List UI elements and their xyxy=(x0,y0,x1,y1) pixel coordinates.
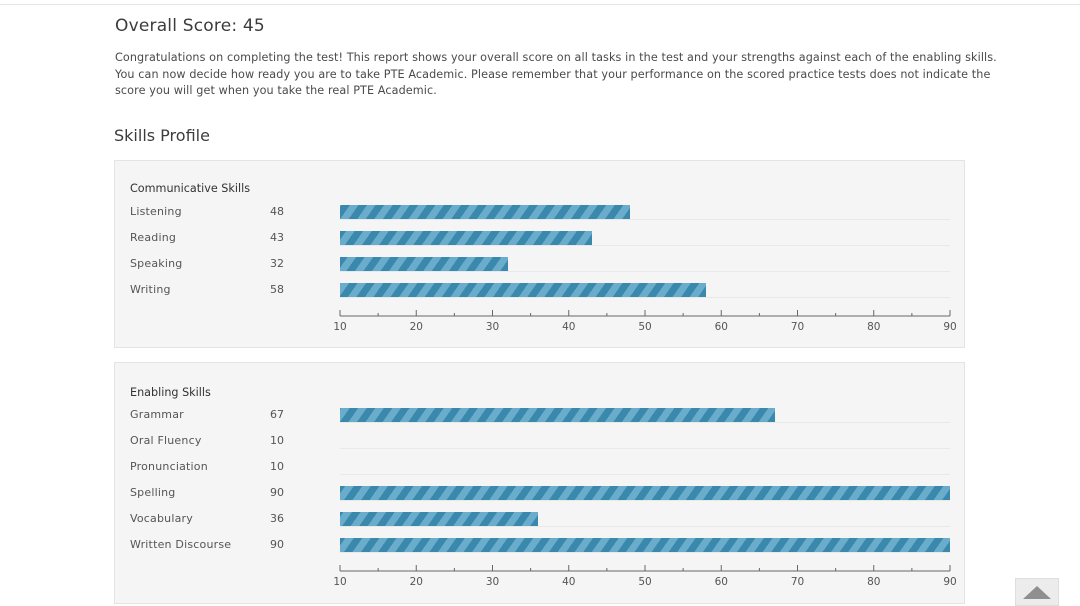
intro-line: Congratulations on completing the test! … xyxy=(115,51,997,64)
axis-tick-label: 10 xyxy=(333,321,346,333)
page-title: Overall Score: 45 xyxy=(115,16,265,36)
skill-score-grammar: 67 xyxy=(270,408,284,421)
intro-line: You can now decide how ready you are to … xyxy=(115,67,991,81)
axis-tick-label: 20 xyxy=(410,321,423,333)
bar-written-discourse xyxy=(340,538,950,553)
skill-label-speaking: Speaking xyxy=(130,257,183,270)
bar-vocabulary xyxy=(340,512,539,527)
skill-label-listening: Listening xyxy=(130,205,182,218)
bar-track xyxy=(340,512,950,527)
axis-tick-label: 10 xyxy=(333,576,346,588)
skill-label-oral-fluency: Oral Fluency xyxy=(130,434,202,447)
axis-tick-label: 60 xyxy=(715,576,728,588)
skill-score-speaking: 32 xyxy=(270,257,284,270)
bar-listening xyxy=(340,205,630,220)
bar-track xyxy=(340,257,950,272)
axis-tick-label: 70 xyxy=(791,576,804,588)
section-title: Skills Profile xyxy=(114,126,210,145)
skill-score-vocabulary: 36 xyxy=(270,512,284,525)
skill-label-grammar: Grammar xyxy=(130,408,184,421)
axis-tick-label: 40 xyxy=(562,576,575,588)
bar-speaking xyxy=(340,257,508,272)
communicative-skills-panel: Communicative Skills Listening 48 Readin… xyxy=(114,160,965,348)
axis-tick-label: 90 xyxy=(943,576,956,588)
skill-label-spelling: Spelling xyxy=(130,486,176,499)
top-divider xyxy=(0,4,1080,5)
bar-grammar xyxy=(340,408,775,423)
axis-tick-label: 50 xyxy=(638,321,651,333)
enabling-skills-panel: Enabling Skills Grammar 67 Oral Fluency … xyxy=(114,362,965,604)
triangle-up-icon xyxy=(1023,586,1051,599)
skill-score-reading: 43 xyxy=(270,231,284,244)
skill-label-reading: Reading xyxy=(130,231,177,244)
skill-score-writing: 58 xyxy=(270,283,284,296)
bar-track xyxy=(340,408,950,423)
axis-tick-label: 40 xyxy=(562,321,575,333)
bar-track xyxy=(340,486,950,501)
scroll-to-top-button[interactable] xyxy=(1015,578,1059,606)
bar-track xyxy=(340,538,950,553)
bar-writing xyxy=(340,283,706,298)
axis-tick-label: 80 xyxy=(867,321,880,333)
axis-tick-label: 50 xyxy=(638,576,651,588)
skill-score-spelling: 90 xyxy=(270,486,284,499)
bar-track xyxy=(340,434,950,449)
axis-tick-label: 70 xyxy=(791,321,804,333)
bar-track xyxy=(340,231,950,246)
panel-heading: Communicative Skills xyxy=(130,182,251,195)
skill-label-writing: Writing xyxy=(130,283,171,296)
skill-label-written-discourse: Written Discourse xyxy=(130,538,232,551)
bar-reading xyxy=(340,231,592,246)
axis-tick-label: 90 xyxy=(943,321,956,333)
axis-tick-label: 80 xyxy=(867,576,880,588)
intro-line: score you will get when you take the rea… xyxy=(115,84,437,97)
axis-tick-label: 30 xyxy=(486,576,499,588)
bar-track xyxy=(340,460,950,475)
x-axis: 10 20 30 40 50 60 70 80 90 xyxy=(333,310,957,333)
skill-score-written-discourse: 90 xyxy=(270,538,284,551)
bar-track xyxy=(340,205,950,220)
axis-tick-label: 20 xyxy=(410,576,423,588)
skill-score-listening: 48 xyxy=(270,205,284,218)
axis-tick-label: 60 xyxy=(715,321,728,333)
x-axis: 10 20 30 40 50 60 70 80 90 xyxy=(333,565,957,588)
skill-score-pronunciation: 10 xyxy=(270,460,284,473)
intro-text: Congratulations on completing the test! … xyxy=(115,50,997,100)
skill-label-pronunciation: Pronunciation xyxy=(130,460,208,473)
panel-heading: Enabling Skills xyxy=(130,386,211,399)
bar-track xyxy=(340,283,950,298)
skill-label-vocabulary: Vocabulary xyxy=(130,512,193,525)
skill-score-oral-fluency: 10 xyxy=(270,434,284,447)
bar-spelling xyxy=(340,486,950,501)
axis-tick-label: 30 xyxy=(486,321,499,333)
